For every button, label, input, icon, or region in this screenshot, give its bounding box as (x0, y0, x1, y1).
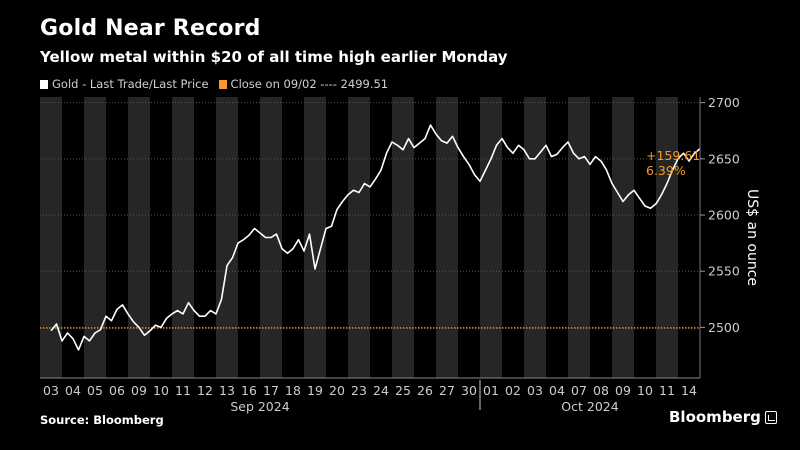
x-tick-label: 04 (65, 383, 81, 398)
y-axis-label: US$ an ounce (744, 189, 760, 286)
x-tick-label: 14 (681, 383, 697, 398)
x-tick-label: 20 (329, 383, 345, 398)
x-tick-label: 23 (351, 383, 367, 398)
x-tick-label: 27 (439, 383, 455, 398)
change-annotation: +159.616.39% (646, 148, 700, 178)
x-tick-label: 10 (153, 383, 169, 398)
y-axis: 2500 2550 2600 2650 2700 US$ an ounce (699, 95, 760, 378)
day-shade-band (612, 97, 634, 378)
y-tick-label: 2550 (708, 264, 740, 279)
day-shade-band (348, 97, 370, 378)
change-abs-label: +159.61 (646, 148, 700, 163)
x-tick-label: 12 (197, 383, 213, 398)
x-tick-label: 11 (175, 383, 191, 398)
y-tick-label: 2650 (708, 151, 740, 166)
legend-item-reference: Close on 09/02 ---- 2499.51 (218, 77, 389, 91)
day-shade-band (392, 97, 414, 378)
x-tick-label: 25 (395, 383, 411, 398)
x-tick-label: 08 (593, 383, 609, 398)
legend-swatch-reference (218, 79, 227, 89)
chart-subtitle: Yellow metal within $20 of all time high… (40, 48, 508, 66)
series-line-gold (50, 124, 701, 351)
day-shade-band (216, 97, 238, 378)
brand-text: Bloomberg (669, 408, 761, 426)
x-tick-label: 10 (637, 383, 653, 398)
day-shade-band (128, 97, 150, 378)
x-month-label: Oct 2024 (561, 399, 618, 414)
x-tick-label: 05 (87, 383, 103, 398)
x-month-label: Sep 2024 (230, 399, 289, 414)
x-tick-label: 01 (483, 383, 499, 398)
x-tick-label: 19 (307, 383, 323, 398)
x-tick-label: 06 (109, 383, 125, 398)
x-tick-label: 30 (461, 383, 477, 398)
y-tick-label: 2700 (708, 95, 740, 110)
x-tick-label: 13 (219, 383, 235, 398)
y-tick-label: 2500 (708, 320, 740, 335)
legend-swatch-gold (40, 79, 48, 89)
chart-title: Gold Near Record (40, 16, 261, 41)
x-tick-label: 24 (373, 383, 389, 398)
day-shade-band (84, 97, 106, 378)
x-tick-label: 02 (505, 383, 521, 398)
legend-item-gold: Gold - Last Trade/Last Price (40, 77, 209, 91)
x-tick-label: 17 (263, 383, 279, 398)
day-shade-band (480, 97, 502, 378)
y-tick-label: 2600 (708, 208, 740, 223)
day-shade-band (436, 97, 458, 378)
x-tick-label: 04 (549, 383, 565, 398)
source-note: Source: Bloomberg (40, 413, 164, 427)
day-shade-band (40, 97, 62, 378)
day-shade-band (656, 97, 678, 378)
bloomberg-logo: Bloomberg (669, 408, 777, 426)
x-tick-label: 03 (43, 383, 59, 398)
x-tick-label: 16 (241, 383, 257, 398)
day-shade-band (172, 97, 194, 378)
x-tick-label: 26 (417, 383, 433, 398)
x-tick-label: 18 (285, 383, 301, 398)
change-pct-label: 6.39% (646, 163, 686, 178)
chart-legend: Gold - Last Trade/Last Price Close on 09… (40, 77, 388, 91)
series-group (50, 124, 701, 351)
legend-label-reference: Close on 09/02 ---- 2499.51 (230, 77, 389, 91)
x-tick-label: 09 (615, 383, 631, 398)
x-tick-label: 03 (527, 383, 543, 398)
legend-label-gold: Gold - Last Trade/Last Price (52, 77, 209, 91)
day-shade-band (304, 97, 326, 378)
x-tick-label: 09 (131, 383, 147, 398)
bloomberg-logo-icon (764, 410, 777, 424)
x-axis: 03 04 05 06 09 10 11 12 13 16 17 18 19 20 23 24 25 26 27 30… (40, 377, 700, 414)
alternating-day-shading (40, 97, 678, 378)
day-shade-band (568, 97, 590, 378)
x-tick-label: 07 (571, 383, 587, 398)
x-tick-label: 11 (659, 383, 675, 398)
day-shade-band (524, 97, 546, 378)
